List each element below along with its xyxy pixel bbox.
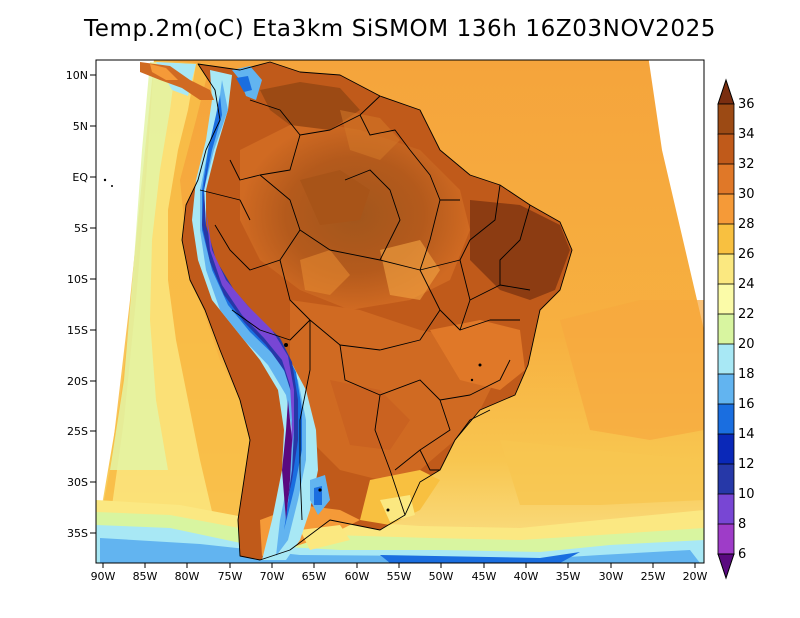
lat-label: 25S (67, 425, 88, 438)
lon-label: 45W (472, 570, 497, 583)
colorbar-swatch (717, 253, 735, 285)
colorbar-label: 14 (738, 427, 755, 442)
colorbar-label: 10 (738, 487, 755, 502)
colorbar-swatch (717, 313, 735, 345)
colorbar-label: 24 (738, 277, 755, 292)
lat-label: 30S (67, 476, 88, 489)
colorbar-label: 6 (738, 547, 746, 562)
colorbar-label: 8 (738, 517, 746, 532)
colorbar-swatch (717, 103, 735, 135)
lon-label: 65W (302, 570, 327, 583)
colorbar-cap-bottom (717, 553, 735, 580)
colorbar-swatch (717, 163, 735, 195)
colorbar-label: 18 (738, 367, 755, 382)
colorbar-swatch (717, 523, 735, 555)
lon-label: 60W (345, 570, 370, 583)
map-frame (95, 59, 705, 564)
latitude-labels: 10N 5N EQ 5S 10S 15S 20S 25S 30S 35S (66, 69, 89, 540)
colorbar-swatch (717, 343, 735, 375)
lon-label: 20W (683, 570, 708, 583)
colorbar-labels: 36 34 32 30 28 26 24 22 20 18 16 14 12 10 8 6 (738, 97, 755, 562)
lon-label: 50W (429, 570, 454, 583)
colorbar-swatch (717, 373, 735, 405)
lat-label: 5S (74, 222, 88, 235)
lon-label: 30W (599, 570, 624, 583)
lat-label: 15S (67, 324, 88, 337)
colorbar-swatch (717, 133, 735, 165)
colorbar-label: 30 (738, 187, 755, 202)
lat-label: 10N (66, 69, 88, 82)
lon-label: 25W (641, 570, 666, 583)
lon-label: 40W (514, 570, 539, 583)
colorbar (717, 78, 735, 580)
colorbar-swatch (717, 193, 735, 225)
map-title: Temp.2m(oC) Eta3km SiSMOM 136h 16Z03NOV2… (83, 16, 717, 42)
lat-label: 5N (73, 120, 88, 133)
lakes (103, 178, 482, 512)
colorbar-label: 12 (738, 457, 755, 472)
lat-label: 35S (67, 527, 88, 540)
colorbar-label: 32 (738, 157, 755, 172)
lon-label: 90W (91, 570, 116, 583)
colorbar-swatch (717, 403, 735, 435)
colorbar-swatch (717, 463, 735, 495)
lon-label: 75W (218, 570, 243, 583)
colorbar-label: 36 (738, 97, 755, 112)
lon-label: 85W (133, 570, 158, 583)
longitude-axis (102, 563, 696, 568)
colorbar-swatch (717, 223, 735, 255)
colorbar-label: 28 (738, 217, 755, 232)
colorbar-swatch (717, 433, 735, 465)
colorbar-label: 16 (738, 397, 755, 412)
latitude-axis (90, 74, 96, 534)
country-borders (181, 61, 573, 561)
map-field (96, 60, 704, 563)
colorbar-label: 20 (738, 337, 755, 352)
lon-label: 35W (556, 570, 581, 583)
lon-label: 80W (175, 570, 200, 583)
colorbar-swatch (717, 283, 735, 315)
lat-label: 10S (67, 273, 88, 286)
colorbar-label: 34 (738, 127, 755, 142)
lat-label: 20S (67, 375, 88, 388)
longitude-labels: 90W 85W 80W 75W 70W 65W 60W 55W 50W 45W … (91, 570, 708, 583)
colorbar-swatch (717, 493, 735, 525)
colorbar-cap-top (717, 78, 735, 105)
colorbar-label: 26 (738, 247, 755, 262)
lon-label: 55W (387, 570, 412, 583)
lon-label: 70W (260, 570, 285, 583)
lat-label: EQ (72, 171, 88, 184)
colorbar-label: 22 (738, 307, 755, 322)
